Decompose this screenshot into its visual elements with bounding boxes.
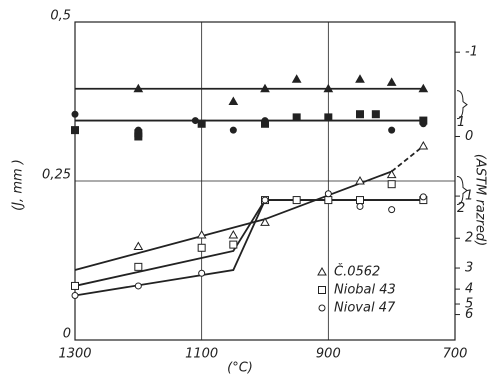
marker	[134, 262, 143, 271]
fit-line	[391, 145, 424, 173]
marker	[71, 281, 79, 290]
marker	[387, 180, 396, 189]
marker	[292, 113, 301, 122]
bracket	[456, 90, 468, 120]
y2-tick-label: 0	[465, 129, 473, 144]
fit-line	[74, 199, 424, 297]
marker	[355, 74, 365, 83]
marker	[388, 206, 396, 214]
marker	[260, 83, 270, 93]
y-tick-label: 0	[63, 327, 71, 342]
marker	[71, 126, 79, 135]
marker	[356, 196, 364, 205]
fit-line	[74, 170, 392, 271]
marker	[260, 217, 270, 226]
marker	[419, 120, 427, 128]
x-tick-label: 1100	[185, 347, 218, 362]
y2-axis-label: (ASTM razred)	[473, 154, 488, 246]
marker	[292, 196, 301, 205]
marker	[356, 202, 364, 210]
marker	[228, 96, 239, 105]
marker	[323, 83, 334, 93]
marker	[318, 304, 326, 312]
x-axis-label: (°C)	[227, 361, 253, 376]
marker	[134, 132, 143, 141]
annotation: 1	[457, 115, 465, 130]
marker	[133, 83, 144, 93]
marker	[324, 196, 333, 205]
marker	[71, 110, 79, 118]
y2-tick-label: 6	[465, 307, 473, 322]
marker	[419, 193, 427, 201]
legend-label: Nioval 47	[334, 301, 396, 316]
marker	[197, 119, 206, 128]
annotation: 2	[457, 201, 465, 216]
legend-label: Č.0562	[334, 264, 380, 280]
marker	[191, 117, 199, 125]
legend-label: Niobal 43	[334, 283, 396, 298]
marker	[197, 243, 206, 252]
marker	[371, 110, 380, 119]
marker	[386, 77, 397, 86]
y-tick-label: 0,25	[42, 168, 71, 183]
marker	[228, 230, 239, 239]
marker	[386, 169, 397, 179]
marker	[261, 196, 269, 204]
marker	[291, 74, 302, 83]
marker	[418, 141, 429, 150]
marker	[134, 126, 142, 134]
marker	[196, 230, 207, 239]
marker	[388, 126, 396, 134]
marker	[229, 240, 238, 249]
y2-tick-label: -1	[465, 45, 478, 60]
y-tick-label: 0,5	[50, 9, 71, 24]
marker	[261, 117, 269, 125]
marker	[324, 190, 332, 198]
marker	[317, 266, 327, 276]
marker	[198, 269, 206, 277]
marker	[418, 83, 429, 93]
x-tick-label: 1300	[58, 347, 91, 362]
x-tick-label: 900	[316, 347, 341, 362]
y2-tick-label: 3	[465, 261, 473, 276]
bracket	[456, 176, 468, 206]
marker	[71, 291, 79, 299]
x-tick-label: 700	[443, 347, 468, 362]
marker	[356, 110, 364, 118]
y-axis-label: (J, mm )	[11, 159, 26, 211]
marker	[133, 241, 144, 251]
y2-tick-label: 1	[465, 189, 473, 204]
y2-tick-label: 2	[465, 231, 473, 246]
y2-tick-label: 5	[465, 297, 473, 312]
marker	[324, 113, 332, 121]
marker	[318, 286, 326, 294]
marker	[229, 126, 237, 134]
marker	[134, 282, 142, 290]
marker	[355, 175, 365, 185]
y2-tick-label: 4	[465, 282, 473, 297]
